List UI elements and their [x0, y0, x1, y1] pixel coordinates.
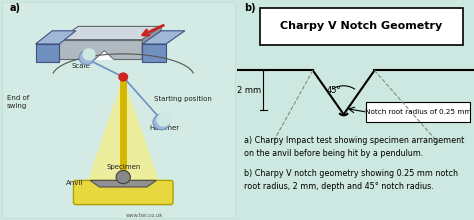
Text: a): a)	[9, 3, 20, 13]
Polygon shape	[90, 180, 156, 187]
Polygon shape	[36, 44, 59, 62]
FancyBboxPatch shape	[259, 8, 464, 45]
Circle shape	[83, 49, 95, 60]
Polygon shape	[36, 31, 76, 44]
Text: 45°: 45°	[327, 86, 341, 95]
FancyBboxPatch shape	[73, 180, 173, 205]
Circle shape	[116, 170, 130, 184]
Polygon shape	[142, 26, 161, 59]
Text: b): b)	[244, 3, 256, 13]
FancyBboxPatch shape	[2, 2, 235, 218]
Circle shape	[157, 114, 170, 126]
Polygon shape	[95, 51, 114, 59]
Polygon shape	[142, 31, 185, 44]
Text: Hammer: Hammer	[149, 125, 180, 131]
Circle shape	[153, 114, 170, 130]
Circle shape	[119, 73, 128, 81]
Text: b) Charpy V notch geometry showing 0.25 mm notch
root radius, 2 mm, depth and 45: b) Charpy V notch geometry showing 0.25 …	[244, 169, 458, 191]
Text: a) Charpy Impact test showing specimen arrangement
on the anvil before being hit: a) Charpy Impact test showing specimen a…	[244, 136, 465, 158]
FancyBboxPatch shape	[366, 102, 470, 122]
Text: Charpy V Notch Geometry: Charpy V Notch Geometry	[280, 21, 443, 31]
Text: End of
swing: End of swing	[7, 95, 29, 109]
Polygon shape	[59, 26, 161, 40]
Polygon shape	[142, 44, 166, 62]
Text: www.twi.co.uk: www.twi.co.uk	[126, 213, 163, 218]
Polygon shape	[59, 40, 142, 59]
Text: Notch root radius of 0.25 mm: Notch root radius of 0.25 mm	[365, 109, 472, 115]
Polygon shape	[88, 77, 159, 180]
Text: Scale: Scale	[71, 63, 90, 69]
Circle shape	[79, 51, 94, 65]
Text: 2 mm: 2 mm	[237, 86, 261, 95]
Text: Specimen: Specimen	[107, 164, 141, 170]
Text: Anvil: Anvil	[66, 180, 84, 186]
Text: Starting position: Starting position	[154, 96, 212, 102]
